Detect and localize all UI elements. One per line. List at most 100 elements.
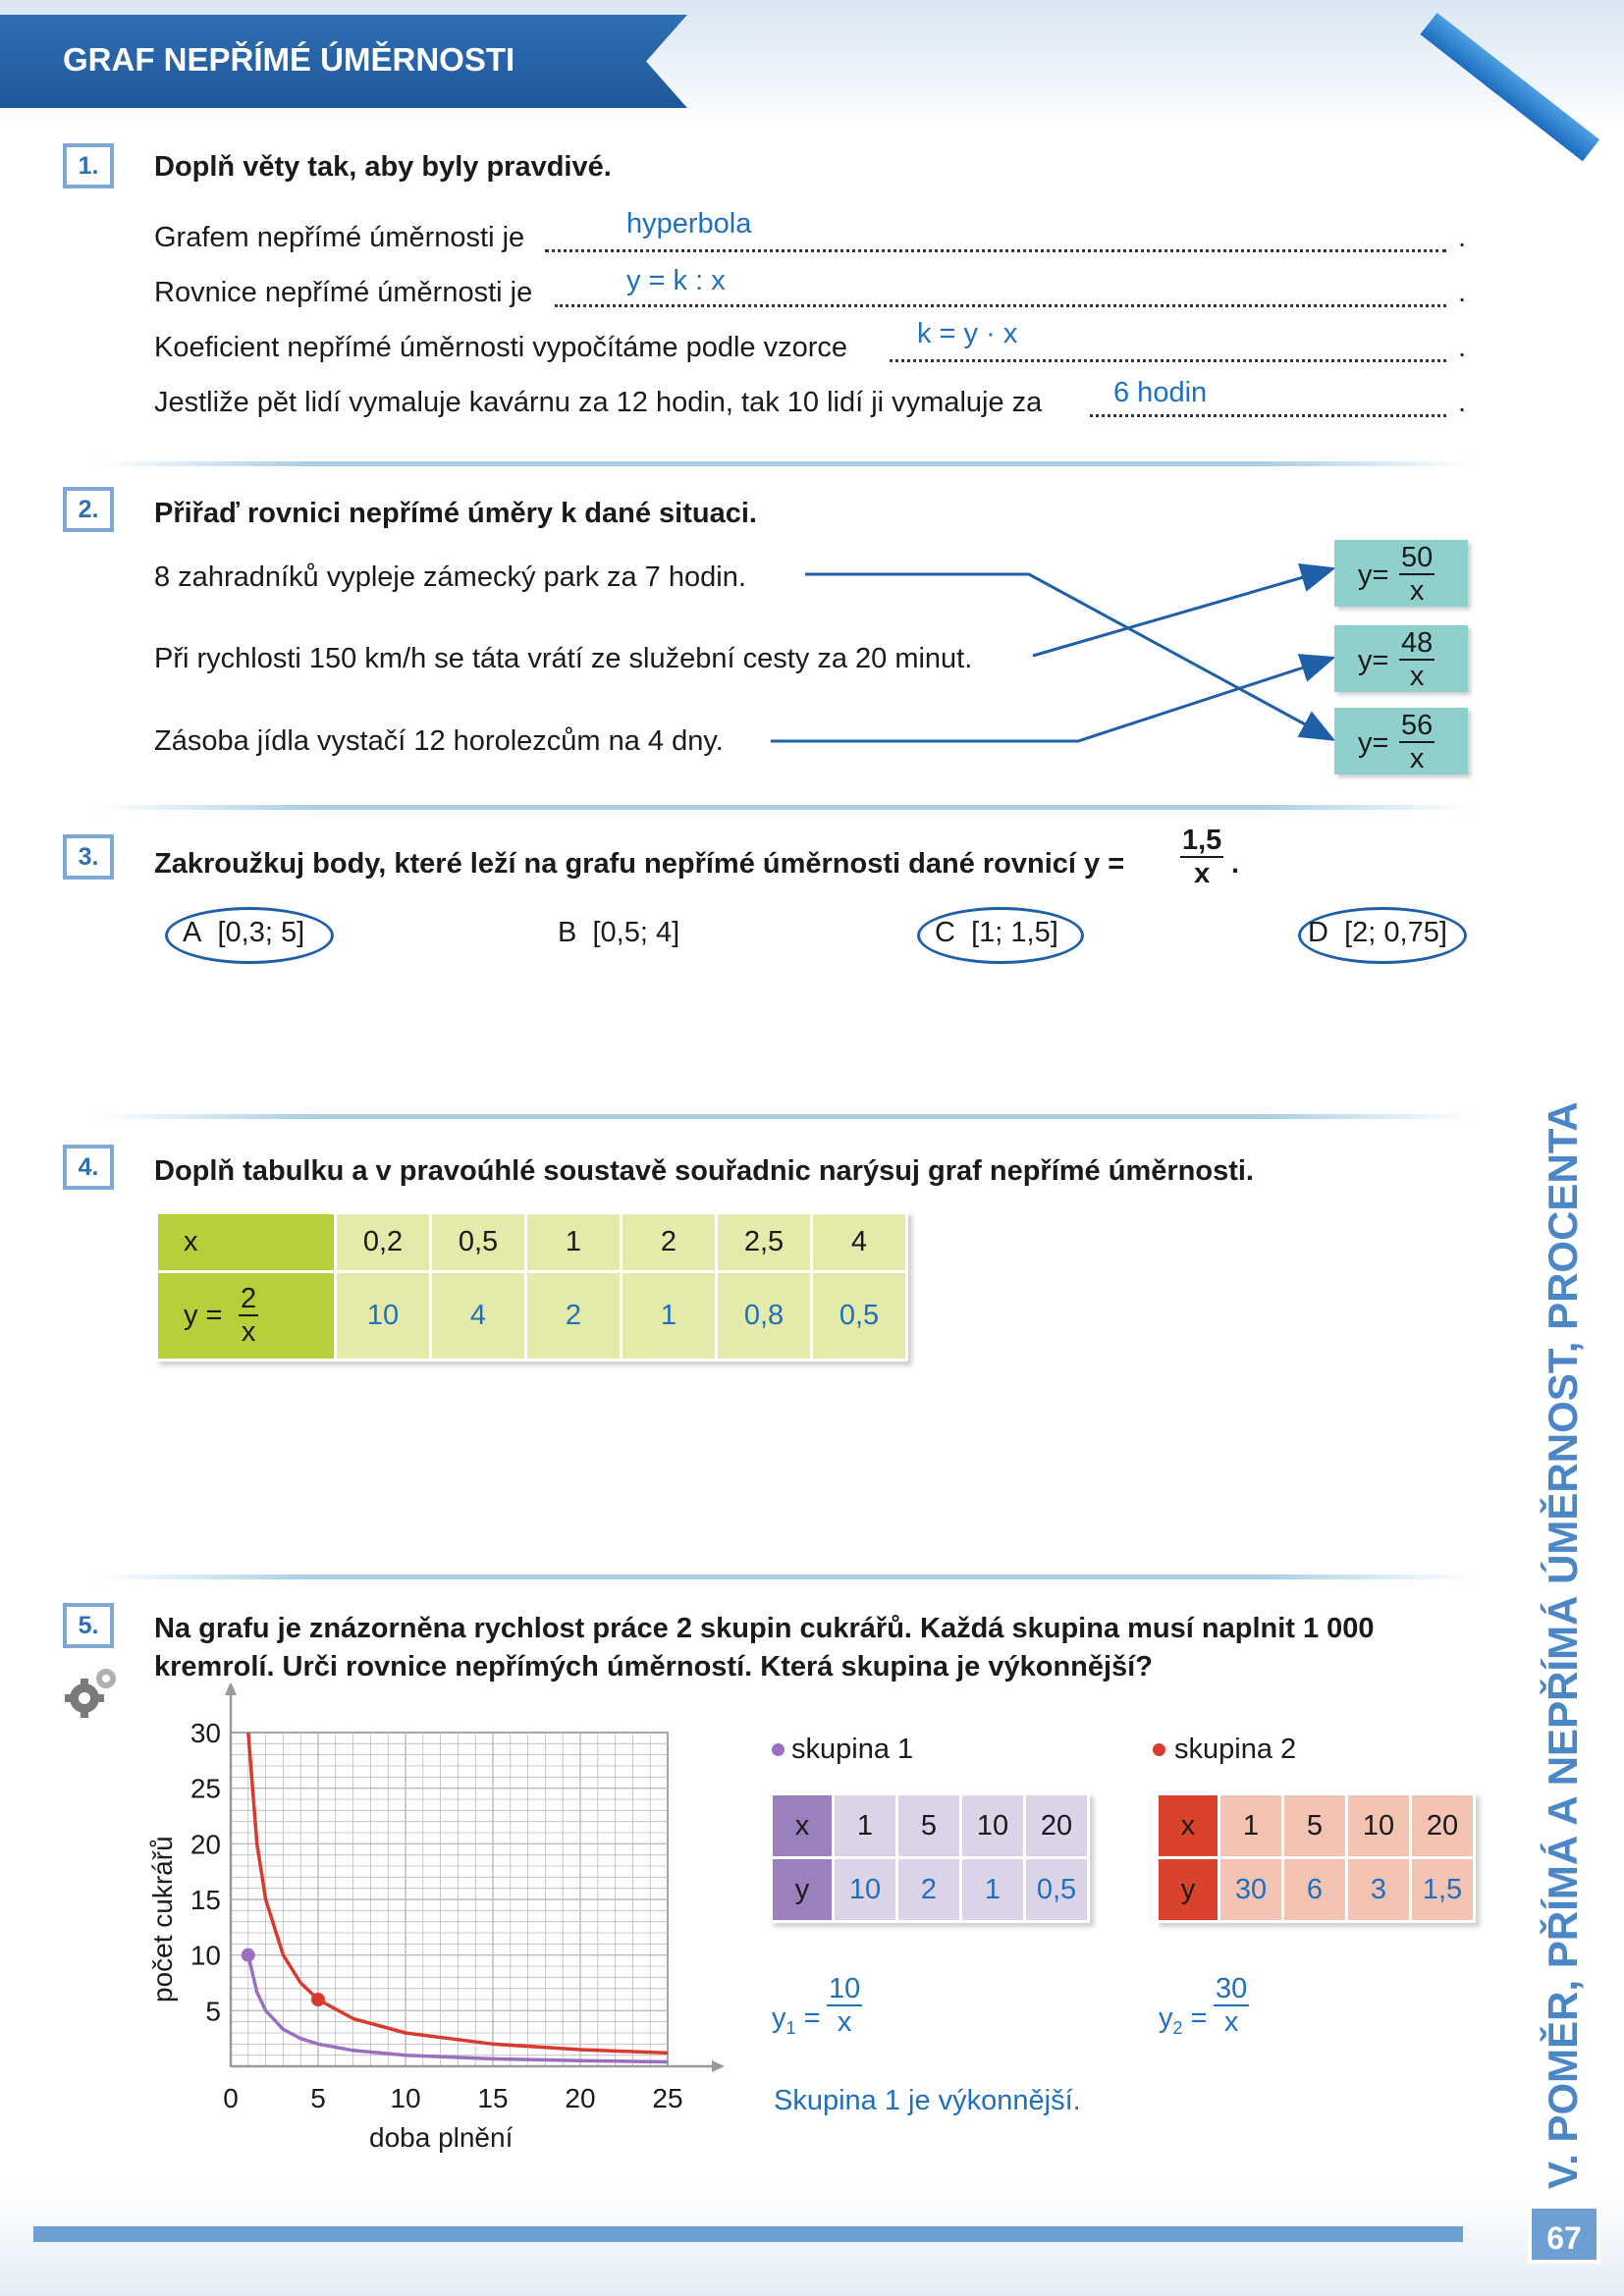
- task-instruction: Zakroužkuj body, které leží na grafu nep…: [154, 848, 1125, 880]
- x-tick-label: 15: [477, 2083, 508, 2113]
- y-header: y: [1156, 1856, 1220, 1923]
- x-cell: 1: [1218, 1792, 1284, 1859]
- equation-denominator: x: [1409, 743, 1425, 774]
- chapter-title: V. POMĚR, PŘÍMÁ A NEPŘÍMÁ ÚMĚRNOST, PROC…: [1540, 1101, 1586, 2189]
- y-cell: 1,5: [1409, 1856, 1476, 1923]
- equation-fraction: 1,5 x: [1180, 825, 1224, 889]
- fraction-denominator: x: [241, 1316, 256, 1348]
- x-cell: 5: [1281, 1792, 1348, 1859]
- y-cell: 30: [1218, 1856, 1284, 1923]
- group2-equation: y2 =: [1159, 2002, 1208, 2038]
- arrow-3: [771, 654, 1336, 743]
- matching-arrows: [771, 562, 1336, 743]
- y-cell: 0,5: [1023, 1856, 1090, 1923]
- chart-axes: [225, 1683, 725, 2072]
- situation-1: 8 zahradníků vypleje zámecký park za 7 h…: [154, 561, 746, 593]
- equation-box-3[interactable]: y= 56 x: [1334, 708, 1468, 774]
- x-cell: 4: [810, 1211, 908, 1273]
- x-tick-label: 25: [652, 2083, 682, 2113]
- section-divider: [98, 461, 1473, 466]
- y-cell: 10: [334, 1270, 432, 1362]
- fraction-numerator: 2: [239, 1283, 259, 1316]
- header-banner: GRAF NEPŘÍMÉ ÚMĚRNOSTI: [0, 15, 687, 108]
- y-cell: 1: [620, 1270, 718, 1362]
- section-divider: [98, 1114, 1473, 1119]
- section-divider: [98, 1575, 1473, 1579]
- y-axis-arrow: [225, 1683, 237, 1695]
- equation-box-2[interactable]: y= 48 x: [1334, 625, 1468, 692]
- footer-background: [0, 2189, 1624, 2296]
- x-header: x: [770, 1792, 835, 1859]
- point-b[interactable]: B [0,5; 4]: [558, 917, 680, 948]
- x-header: x: [155, 1211, 337, 1273]
- equation-numerator: 50: [1399, 542, 1435, 575]
- group1-legend: skupina 1: [791, 1734, 914, 1765]
- y-axis-label: počet cukrářů: [147, 1836, 178, 2002]
- sentence-period: .: [1458, 222, 1467, 253]
- sentence-3: Koeficient nepřímé úměrnosti vypočítáme …: [154, 332, 848, 363]
- chart-grid: [230, 1732, 669, 2067]
- circle-mark: [917, 907, 1084, 964]
- situation-3: Zásoba jídla vystačí 12 horolezcům na 4 …: [154, 725, 724, 757]
- task-instruction-line2: kremrolí. Urči rovnice nepřímých úměrnos…: [154, 1651, 1153, 1682]
- fraction-denominator: x: [837, 2006, 852, 2038]
- x-axis-label: doba plnění: [369, 2122, 514, 2153]
- x-tick-label: 5: [310, 2083, 326, 2113]
- eq-subscript: 1: [785, 2017, 796, 2038]
- x-cell: 1: [524, 1211, 623, 1273]
- y-tick-label: 5: [205, 1996, 221, 2026]
- x-tick-label: 0: [223, 2083, 239, 2113]
- y-header: y: [770, 1856, 835, 1923]
- x-tick-label: 20: [565, 2083, 595, 2113]
- group2-fraction: 30 x: [1214, 1973, 1250, 2038]
- work-rate-chart: 0 5 10 15 20 25 5 10 15 20 25 30: [190, 1683, 725, 2113]
- situation-2: Při rychlosti 150 km/h se táta vrátí ze …: [154, 643, 973, 674]
- task-number: 3.: [63, 834, 114, 880]
- point-a[interactable]: A [0,3; 5]: [183, 917, 305, 948]
- task-number: 4.: [63, 1145, 114, 1190]
- conclusion-answer: Skupina 1 je výkonnější.: [774, 2085, 1081, 2116]
- y-cell: 0,5: [810, 1270, 908, 1362]
- point-c[interactable]: C [1; 1,5]: [935, 917, 1058, 948]
- task-instruction: Doplň tabulku a v pravoúhlé soustavě sou…: [154, 1155, 1254, 1187]
- equation-denominator: x: [1409, 661, 1425, 692]
- y-tick-label: 15: [190, 1885, 221, 1915]
- equation-box-1[interactable]: y= 50 x: [1334, 540, 1468, 607]
- fraction-numerator: 10: [827, 1973, 863, 2006]
- x-header: x: [1156, 1792, 1220, 1859]
- x-cell: 10: [959, 1792, 1026, 1859]
- gears-icon: [65, 1669, 116, 1718]
- series-line-1: [246, 1954, 669, 2064]
- task-number: 5.: [63, 1603, 114, 1648]
- point-d[interactable]: D [2; 0,75]: [1308, 917, 1447, 948]
- sentence-period: .: [1231, 848, 1240, 880]
- page-number: 67: [1528, 2205, 1600, 2264]
- y-cell: 2: [895, 1856, 962, 1923]
- dotted-line: [545, 249, 1446, 252]
- equation-denominator: x: [1409, 575, 1425, 607]
- group1-fraction: 10 x: [827, 1973, 863, 2038]
- equation-numerator: 48: [1399, 627, 1435, 661]
- task-instruction-line1: Na grafu je znázorněna rychlost práce 2 …: [154, 1613, 1375, 1644]
- fraction-denominator: x: [1223, 2006, 1239, 2038]
- sentence-period: .: [1458, 332, 1467, 363]
- arrow-1: [805, 572, 1336, 741]
- series-point-2: [311, 1993, 325, 2006]
- equation-label: y=: [1358, 727, 1389, 759]
- x-tick-label: 10: [390, 2083, 420, 2113]
- x-cell: 5: [895, 1792, 962, 1859]
- chart-ticks: 0 5 10 15 20 25 5 10 15 20 25 30: [190, 1718, 683, 2113]
- series-point-1: [241, 1948, 255, 1962]
- y-cell: 4: [429, 1270, 527, 1362]
- task-instruction: Přiřaď rovnici nepřímé úměry k dané situ…: [154, 498, 757, 529]
- x-cell: 10: [1345, 1792, 1412, 1859]
- dotted-line: [555, 304, 1446, 307]
- chart-curves: [241, 1732, 669, 2064]
- x-cell: 0,2: [334, 1211, 432, 1273]
- sentence-1: Grafem nepřímé úměrnosti je: [154, 222, 525, 253]
- sentence-4: Jestliže pět lidí vymaluje kavárnu za 12…: [154, 387, 1043, 418]
- x-cell: 0,5: [429, 1211, 527, 1273]
- sentence-period: .: [1458, 387, 1467, 418]
- fraction-numerator: 1,5: [1180, 825, 1224, 858]
